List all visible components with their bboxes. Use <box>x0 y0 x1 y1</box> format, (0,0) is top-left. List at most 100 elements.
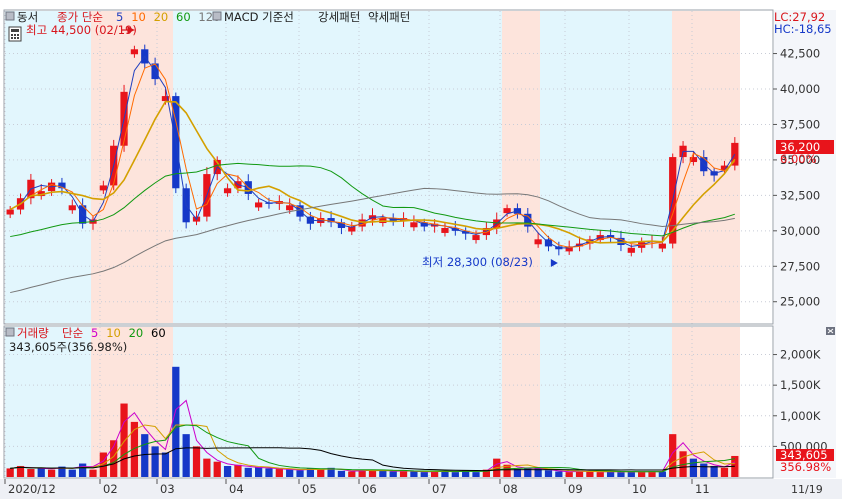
volume-bar <box>534 468 542 477</box>
candle <box>720 160 729 175</box>
candle-body <box>534 239 542 245</box>
volume-grid <box>5 354 773 447</box>
volume-bar <box>575 470 584 477</box>
candle <box>472 230 480 244</box>
volume-bar <box>58 466 66 477</box>
volume-bar <box>244 467 252 477</box>
volume-bar <box>47 469 56 477</box>
legend-stock-name[interactable]: 동서 <box>17 10 38 24</box>
current-change: 6.00% <box>780 152 817 166</box>
volume-bar <box>596 472 604 477</box>
volume-legend-ma-label: 5 <box>91 326 98 340</box>
volume-bar <box>203 458 211 477</box>
volume-legend-ma-periods[interactable]: 5 10 20 60 <box>91 326 166 340</box>
volume-bar <box>689 458 698 477</box>
volume-current-text: 343,605주(356.98%) <box>9 340 127 354</box>
volume-bar <box>89 469 97 477</box>
candle-body <box>472 235 480 241</box>
volume-bar <box>68 469 76 477</box>
candle <box>534 232 542 248</box>
candle <box>99 180 107 194</box>
ma-line-120 <box>10 187 735 294</box>
candle <box>348 221 356 236</box>
price-tick-label: 35,000 <box>780 153 820 167</box>
volume-bar <box>638 472 646 477</box>
price-tick-label: 37,500 <box>780 117 820 131</box>
legend-indicator-icon[interactable] <box>212 11 222 21</box>
month-label: 10 <box>632 482 647 496</box>
zone-bull <box>502 11 540 323</box>
volume-bar <box>658 471 666 477</box>
volume-legend-ma-label: 10 <box>106 326 121 340</box>
zone-bear <box>5 327 91 477</box>
price-tick-label: 42,500 <box>780 47 820 61</box>
month-label: 09 <box>568 482 583 496</box>
candle <box>658 236 666 253</box>
volume-bar <box>327 467 335 477</box>
candle <box>68 199 76 214</box>
volume-tick-label: 1,000K <box>780 409 821 423</box>
volume-bar <box>524 467 532 477</box>
volume-bar <box>27 469 35 477</box>
month-label: 07 <box>432 482 447 496</box>
volume-bar <box>503 464 511 477</box>
current-volume: 343,605 <box>780 448 828 462</box>
current-price-badge <box>776 140 834 154</box>
volume-bar <box>234 464 242 477</box>
hc-label: HC:-18,65 <box>774 22 832 36</box>
volume-bar <box>544 470 553 477</box>
candle-body <box>410 222 418 228</box>
high-arrow-icon <box>122 26 135 34</box>
volume-bar <box>451 472 459 477</box>
volume-bar <box>213 461 221 477</box>
volume-bar <box>275 469 283 477</box>
month-label: 06 <box>362 482 377 496</box>
candle <box>503 204 511 217</box>
volume-bar <box>368 469 377 477</box>
volume-legend-ma-prefix[interactable]: 단순 <box>62 326 83 340</box>
candle <box>6 206 14 219</box>
volume-bar <box>648 471 656 477</box>
volume-bar <box>669 434 677 477</box>
moving-average-lines <box>9 55 736 294</box>
volume-bar <box>348 471 356 477</box>
volume-tick-label: 1,500K <box>780 378 821 392</box>
volume-bar <box>555 471 563 477</box>
legend-ma-periods[interactable]: 5 10 20 60 120 <box>116 10 220 24</box>
legend-menu-icon[interactable] <box>5 11 15 21</box>
volume-bar <box>223 465 232 477</box>
date-x-axis: 2020/12 02 03 04 05 06 07 08 09 10 11 <box>4 479 710 496</box>
candle <box>410 215 418 231</box>
volume-bar <box>192 446 201 477</box>
price-y-axis: 25,000 27,500 30,000 32,500 35,000 37,500 40,0… <box>773 47 820 309</box>
volume-bar <box>606 471 615 477</box>
calculator-icon[interactable] <box>8 26 22 42</box>
volume-bar <box>317 469 325 477</box>
volume-bar <box>337 470 346 477</box>
current-volume-badge <box>776 449 834 461</box>
candle-body <box>68 205 76 211</box>
panel-close-icon[interactable] <box>826 327 835 335</box>
legend-ma-label: 10 <box>131 10 146 24</box>
volume-bar <box>306 468 315 477</box>
zone-bear <box>173 11 502 323</box>
legend-ma-label: 60 <box>176 10 191 24</box>
legend-indicators[interactable]: MACD 기준선 강세패턴 약세패턴 <box>224 10 410 24</box>
pattern-zones-price <box>5 11 773 323</box>
volume-bar <box>286 469 294 477</box>
volume-bar <box>482 469 490 477</box>
volume-bar <box>720 467 729 477</box>
price-tick-label: 40,000 <box>780 82 820 96</box>
candle <box>255 198 263 211</box>
volume-bar <box>79 463 87 477</box>
volume-bar <box>430 471 439 477</box>
volume-legend-name[interactable]: 거래량 <box>17 326 49 340</box>
volume-bar <box>399 470 408 477</box>
zone-bull <box>91 11 173 323</box>
volume-bar <box>110 440 118 477</box>
volume-legend-menu-icon[interactable] <box>5 327 15 337</box>
legend-indicator-label: MACD 기준선 <box>224 10 294 24</box>
volume-bar <box>586 471 594 477</box>
legend-ma-prefix[interactable]: 종가 단순 <box>57 10 103 24</box>
